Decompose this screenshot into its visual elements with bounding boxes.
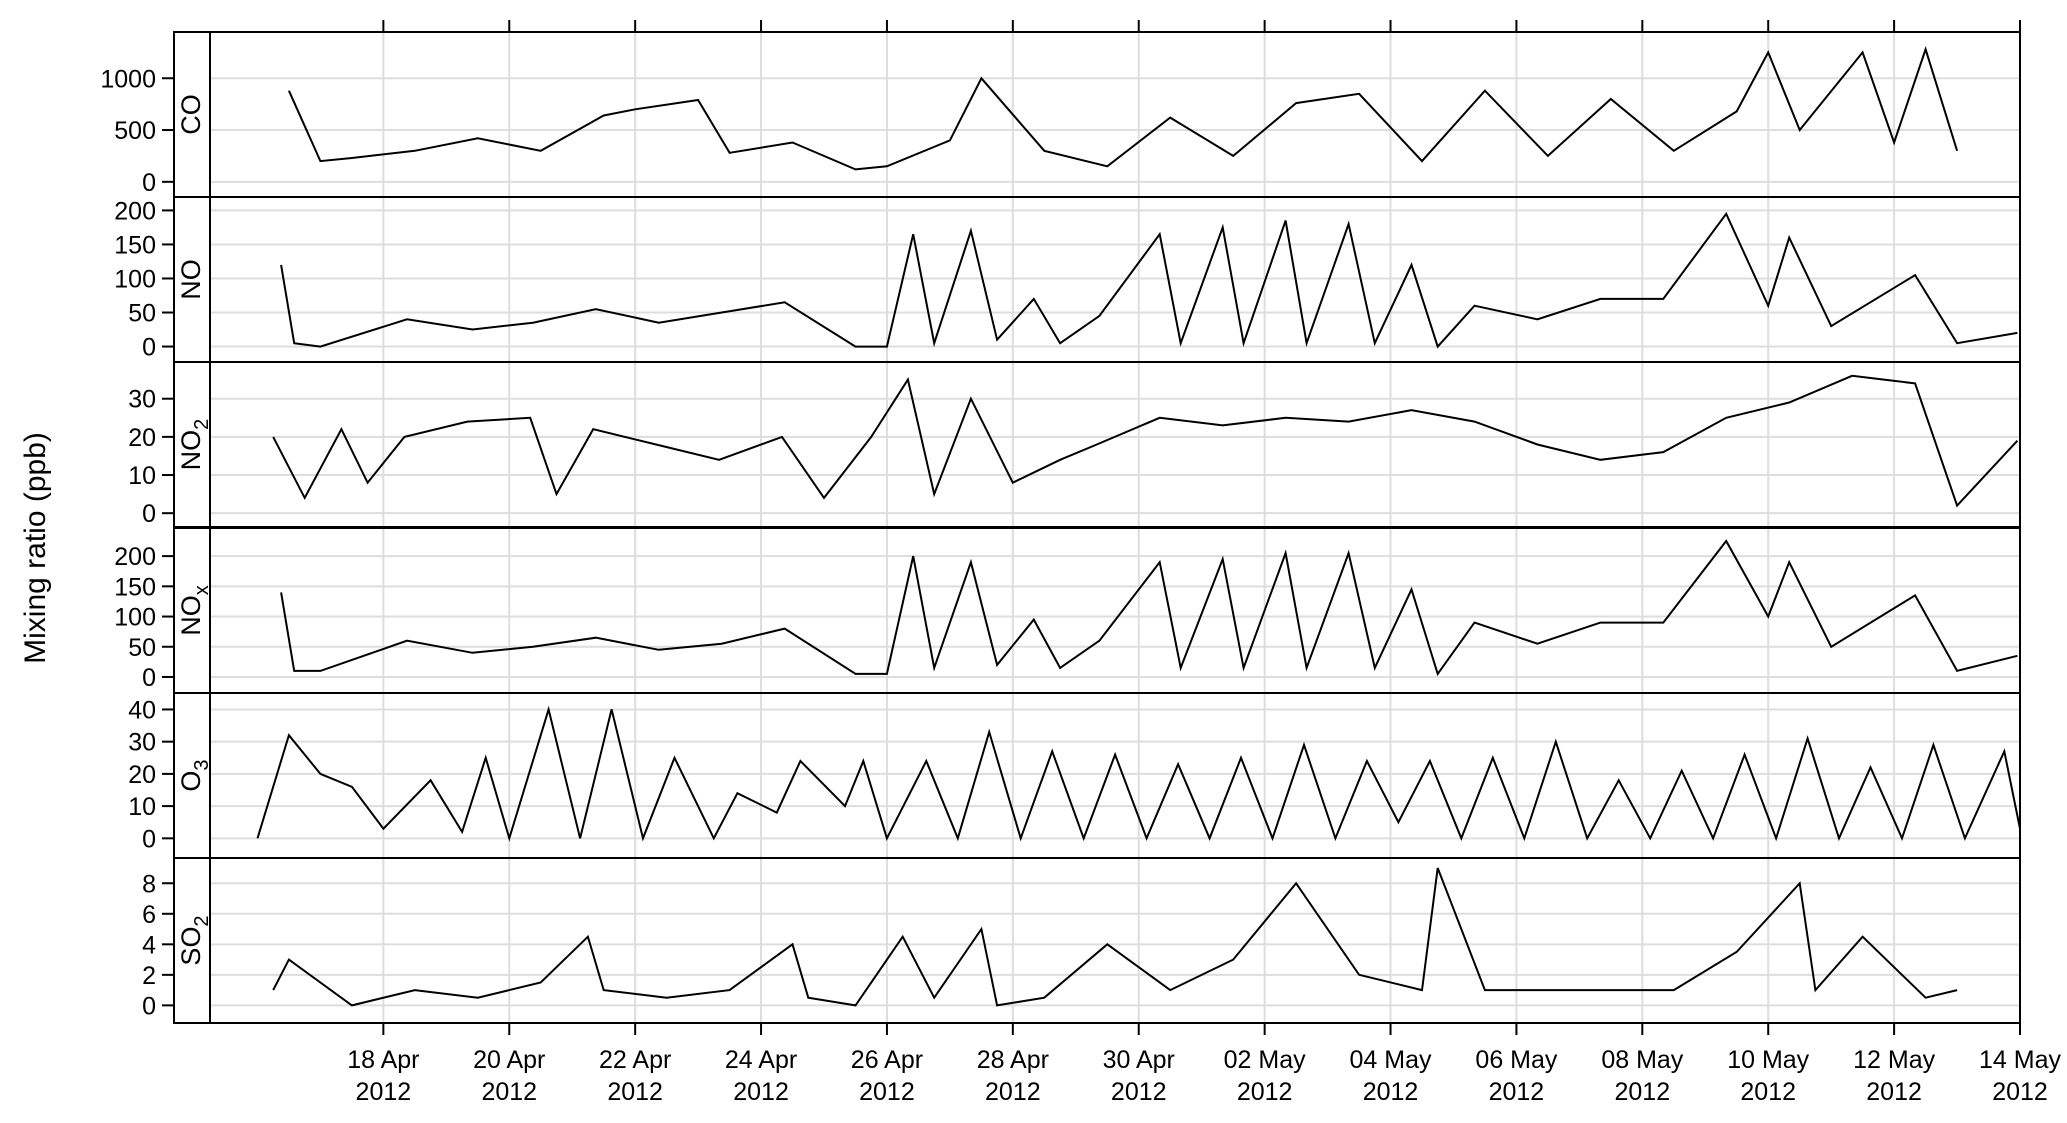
panel-frame-no	[173, 196, 2021, 363]
x-tick-label: 08 May 2012	[1601, 1046, 1683, 1106]
y-tick-label: 30	[128, 729, 156, 757]
x-tick-label-year: 2012	[356, 1078, 412, 1106]
x-tick-label: 18 Apr 2012	[347, 1046, 419, 1106]
y-tick-label: 6	[142, 901, 156, 929]
panel-frame-co	[173, 31, 2021, 198]
x-tick-label-date: 06 May	[1475, 1046, 1557, 1074]
strip-label-subscript: 3	[191, 759, 213, 770]
x-tick-label: 14 May 2012	[1979, 1046, 2061, 1106]
x-tick-label-year: 2012	[1740, 1078, 1796, 1106]
x-tick-label: 26 Apr 2012	[851, 1046, 923, 1106]
x-tick-label-year: 2012	[985, 1078, 1041, 1106]
x-tick-label-date: 30 Apr	[1103, 1046, 1175, 1074]
panel-strip-label-so2: SO2	[176, 915, 213, 965]
panel-frame-so2	[173, 857, 2021, 1024]
series-lines-layer	[256, 46, 2021, 1007]
series-line-nox	[280, 539, 2018, 677]
y-tick-label: 200	[114, 543, 156, 571]
x-tick-label-year: 2012	[859, 1078, 915, 1106]
x-tick-label-date: 22 Apr	[599, 1046, 671, 1074]
y-tick-label: 1000	[100, 65, 156, 93]
x-tick-label: 24 Apr 2012	[725, 1046, 797, 1106]
y-tick-label: 50	[128, 634, 156, 662]
strip-label-subscript: 2	[191, 419, 213, 430]
y-tick-label: 0	[142, 500, 156, 528]
series-line-so2	[272, 867, 1958, 1007]
x-tick-label: 30 Apr 2012	[1103, 1046, 1175, 1106]
strip-label-base: SO	[176, 927, 206, 966]
x-tick-label-date: 20 Apr	[473, 1046, 545, 1074]
x-tick-label-year: 2012	[1992, 1078, 2048, 1106]
y-tick-label: 10	[128, 462, 156, 490]
y-tick-label: 30	[128, 386, 156, 414]
x-tick-label-date: 26 Apr	[851, 1046, 923, 1074]
y-tick-label: 200	[114, 197, 156, 225]
panel-strip-label-no: NO	[176, 259, 206, 300]
x-tick-label-date: 12 May	[1853, 1046, 1935, 1074]
strip-label-base: O	[176, 771, 206, 792]
x-tick-label-year: 2012	[481, 1078, 537, 1106]
x-tick-label-date: 08 May	[1601, 1046, 1683, 1074]
x-tick-label: 22 Apr 2012	[599, 1046, 671, 1106]
x-tick-label-date: 28 Apr	[977, 1046, 1049, 1074]
strip-label-base: NO	[176, 595, 206, 636]
x-tick-label: 04 May 2012	[1350, 1046, 1432, 1106]
x-tick-label-year: 2012	[1111, 1078, 1167, 1106]
x-tick-label-year: 2012	[1866, 1078, 1922, 1106]
x-tick-label-date: 04 May	[1350, 1046, 1432, 1074]
y-tick-label: 8	[142, 870, 156, 898]
y-tick-label: 20	[128, 424, 156, 452]
y-tick-label: 0	[142, 825, 156, 853]
x-tick-label-date: 02 May	[1224, 1046, 1306, 1074]
panel-strip-label-no2: NO2	[176, 419, 213, 471]
x-tick-label: 02 May 2012	[1224, 1046, 1306, 1106]
y-tick-label: 100	[114, 265, 156, 293]
y-tick-label: 500	[114, 117, 156, 145]
series-line-no2	[272, 374, 2019, 508]
y-tick-label: 0	[142, 334, 156, 362]
y-tick-label: 0	[142, 992, 156, 1020]
x-tick-label-year: 2012	[1237, 1078, 1293, 1106]
x-tick-label-year: 2012	[1363, 1078, 1419, 1106]
x-tick-label-date: 24 Apr	[725, 1046, 797, 1074]
x-tick-label-date: 14 May	[1979, 1046, 2061, 1074]
y-tick-label: 150	[114, 573, 156, 601]
x-tick-label-year: 2012	[733, 1078, 789, 1106]
panel-strip-label-nox: NOx	[176, 585, 213, 636]
y-tick-label: 20	[128, 761, 156, 789]
y-tick-label: 2	[142, 962, 156, 990]
y-tick-label: 0	[142, 169, 156, 197]
panel-frame-o3	[173, 692, 2021, 859]
series-line-o3	[256, 705, 2021, 842]
y-tick-label: 50	[128, 300, 156, 328]
panel-frame-nox	[173, 527, 2021, 694]
x-tick-label-year: 2012	[607, 1078, 663, 1106]
y-tick-label: 0	[142, 664, 156, 692]
y-axis-title: Mixing ratio (ppb)	[19, 432, 52, 664]
x-tick-label-date: 10 May	[1727, 1046, 1809, 1074]
panel-strip-label-o3: O3	[176, 759, 213, 791]
x-tick-label-year: 2012	[1489, 1078, 1545, 1106]
x-tick-label: 06 May 2012	[1475, 1046, 1557, 1106]
series-line-co	[287, 46, 1959, 171]
y-tick-label: 40	[128, 696, 156, 724]
x-tick-label: 10 May 2012	[1727, 1046, 1809, 1106]
strip-label-subscript: x	[191, 585, 213, 595]
y-tick-label: 4	[142, 931, 156, 959]
x-tick-label: 20 Apr 2012	[473, 1046, 545, 1106]
x-tick-label-year: 2012	[1615, 1078, 1671, 1106]
x-tick-label: 28 Apr 2012	[977, 1046, 1049, 1106]
panel-strip-label-co: CO	[176, 94, 206, 135]
y-tick-label: 10	[128, 793, 156, 821]
strip-label-subscript: 2	[191, 915, 213, 926]
strip-label-base: NO	[176, 430, 206, 471]
series-line-no	[280, 211, 2018, 349]
y-tick-label: 150	[114, 231, 156, 259]
x-tick-label: 12 May 2012	[1853, 1046, 1935, 1106]
y-tick-label: 100	[114, 604, 156, 632]
x-tick-label-date: 18 Apr	[347, 1046, 419, 1074]
